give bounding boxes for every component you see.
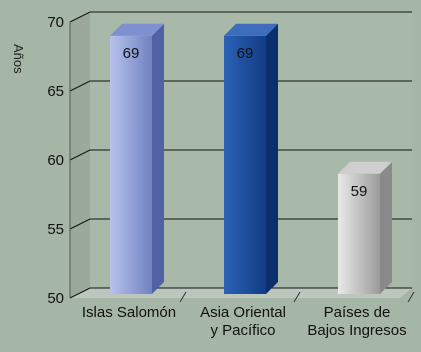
x-axis-labels: Islas Salomón Asia Oriental y Pacífico País… xyxy=(82,304,407,339)
y-tick-label: 50 xyxy=(47,290,64,307)
bar-side xyxy=(152,23,164,295)
category-tick xyxy=(407,291,415,303)
y-axis-ticks: 50 55 60 65 70 xyxy=(47,14,64,307)
bar-top xyxy=(224,23,278,36)
gridline xyxy=(69,287,412,299)
y-tick-label: 55 xyxy=(47,221,64,238)
gridlines xyxy=(69,11,415,303)
bar-side xyxy=(266,23,278,295)
gridline xyxy=(69,218,412,230)
category-tick xyxy=(293,291,301,303)
bar xyxy=(224,35,266,295)
category-label: Asia Oriental y Pacífico xyxy=(200,304,286,339)
data-label: 69 xyxy=(237,45,254,62)
bar xyxy=(338,173,380,294)
gridline xyxy=(69,149,412,161)
gridline xyxy=(69,11,412,23)
y-axis-label: Años xyxy=(11,44,26,74)
category-label: Países de Bajos Ingresos xyxy=(307,304,406,339)
data-label: 69 xyxy=(123,45,140,62)
gridline xyxy=(69,80,412,92)
bar xyxy=(110,35,152,295)
bars: 69 69 59 xyxy=(110,23,392,295)
bar-top xyxy=(110,23,164,36)
bar-top xyxy=(338,161,392,174)
data-label: 59 xyxy=(351,183,368,200)
bar-side xyxy=(380,161,392,294)
y-tick-label: 70 xyxy=(47,14,64,31)
category-label: Islas Salomón xyxy=(82,304,176,321)
category-tick xyxy=(179,291,187,303)
y-tick-label: 60 xyxy=(47,152,64,169)
y-tick-label: 65 xyxy=(47,83,64,100)
